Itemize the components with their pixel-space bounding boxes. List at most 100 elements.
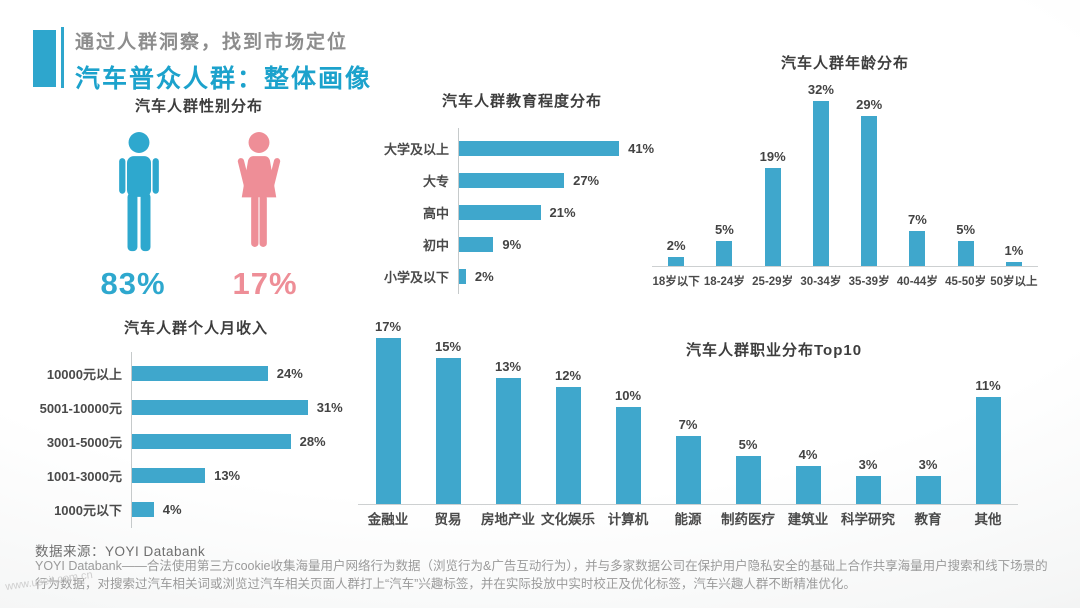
bar [435, 358, 461, 505]
category-label: 45-50岁 [945, 276, 987, 288]
bar [764, 168, 781, 267]
bar [615, 407, 641, 505]
bar-track: 21% [458, 204, 672, 220]
bar [458, 140, 620, 156]
category-label: 其他 [974, 512, 1002, 527]
bar [375, 338, 401, 505]
bar [812, 100, 829, 267]
occupation-chart-title: 汽车人群职业分布Top10 [686, 342, 863, 359]
bar-track: 28% [131, 433, 362, 449]
value-label: 4% [162, 501, 182, 517]
male-percentage: 83% [100, 266, 166, 301]
bar-row: 初中 9% [372, 228, 672, 260]
value-label: 5% [738, 437, 758, 452]
data-source-description: YOYI Databank——合法使用第三方cookie收集海量用户网络行为数据… [35, 559, 1048, 591]
value-label: 5% [956, 222, 976, 237]
category-label: 25-29岁 [752, 276, 794, 288]
bar-column: 17% 金融业 [358, 310, 418, 527]
bar-row: 1000元以下 4% [30, 492, 362, 526]
bar [555, 387, 581, 505]
female-figure-icon [237, 132, 281, 247]
education-chart: 汽车人群教育程度分布 大学及以上 41% 大专 27% [372, 90, 672, 294]
value-label: 3% [858, 456, 878, 472]
bar [675, 436, 701, 505]
bar [668, 256, 685, 267]
page-subtitle: 通过人群洞察，找到市场定位 [75, 32, 349, 53]
gender-figures [68, 131, 330, 259]
age-chart: 汽车人群年龄分布 2% 18岁以下 5% 18-24岁 19% 25-29岁 3 [652, 52, 1038, 289]
bar [458, 236, 494, 252]
value-label: 9% [502, 236, 522, 252]
bar-row: 5001-10000元 31% [30, 390, 362, 424]
bar-row: 高中 21% [372, 196, 672, 228]
bar [716, 241, 733, 267]
category-label: 教育 [914, 512, 942, 527]
bar-column: 5% 45-50岁 [942, 81, 990, 289]
category-label: 40-44岁 [896, 276, 938, 288]
value-label: 28% [299, 433, 326, 449]
bar-track: 31% [131, 399, 362, 415]
value-label: 3% [918, 456, 938, 472]
value-label: 13% [494, 358, 522, 374]
category-label: 贸易 [434, 512, 462, 527]
value-label: 5% [714, 222, 734, 237]
category-label: 50岁以上 [990, 276, 1038, 288]
bar-column: 7% 能源 [658, 310, 718, 527]
bar-column: 12% 文化娱乐 [538, 310, 598, 527]
bar-column: 19% 25-29岁 [749, 81, 797, 289]
category-label: 高中 [422, 205, 449, 221]
bar-column: 5% 18-24岁 [700, 81, 748, 289]
gender-chart-title: 汽车人群性别分布 [134, 98, 263, 115]
accent-line-icon [61, 27, 64, 88]
female-percentage: 17% [232, 266, 298, 301]
value-label: 12% [554, 368, 582, 384]
gender-values: 83% 17% [68, 266, 330, 302]
bar-track: 27% [458, 172, 672, 188]
bar-row: 小学及以下 2% [372, 260, 672, 292]
value-label: 13% [214, 467, 241, 483]
bar [915, 475, 941, 505]
bar-track: 2% [458, 268, 672, 284]
bar [735, 456, 761, 505]
bar [131, 399, 308, 415]
accent-bar-icon [33, 30, 56, 87]
bar [909, 230, 926, 267]
category-label: 18-24岁 [703, 276, 745, 288]
age-chart-title: 汽车人群年龄分布 [780, 55, 909, 72]
value-label: 41% [628, 140, 655, 156]
bar-column: 7% 40-44岁 [893, 81, 941, 289]
bar [795, 465, 821, 505]
value-label: 32% [807, 81, 834, 97]
bar [458, 204, 541, 220]
bar-column: 4% 建筑业 [778, 310, 838, 527]
bar-track: 13% [131, 467, 362, 483]
category-label: 3001-5000元 [46, 434, 122, 450]
age-bars: 2% 18岁以下 5% 18-24岁 19% 25-29岁 32% 30-34岁 [652, 81, 1038, 289]
category-label: 35-39岁 [848, 276, 890, 288]
value-label: 17% [374, 319, 402, 335]
male-figure-icon [119, 132, 159, 252]
value-label: 10% [614, 388, 642, 403]
bar [131, 467, 206, 483]
bar [855, 475, 881, 505]
bar [957, 241, 974, 267]
bar-row: 1001-3000元 13% [30, 458, 362, 492]
category-label: 10000元以上 [46, 366, 122, 382]
header-text: 通过人群洞察，找到市场定位 汽车普众人群：整体画像 [75, 27, 372, 95]
value-label: 27% [573, 172, 600, 188]
value-label: 7% [678, 417, 698, 433]
category-label: 1000元以下 [54, 502, 122, 518]
category-label: 小学及以下 [383, 269, 449, 285]
bar-column: 10% 计算机 [598, 310, 658, 527]
bar-column: 3% 科学研究 [838, 310, 898, 527]
occupation-chart: 汽车人群职业分布Top10 17% 金融业 15% 贸易 13% 房地产业 12 [358, 310, 1018, 527]
x-axis-line [652, 266, 1038, 267]
bar-track: 41% [458, 140, 672, 156]
header: 通过人群洞察，找到市场定位 汽车普众人群：整体画像 [33, 27, 372, 95]
bar-track: 4% [131, 501, 362, 517]
bar [861, 116, 878, 267]
value-label: 31% [316, 399, 343, 415]
bar-row: 10000元以上 24% [30, 356, 362, 390]
value-label: 7% [907, 211, 927, 227]
